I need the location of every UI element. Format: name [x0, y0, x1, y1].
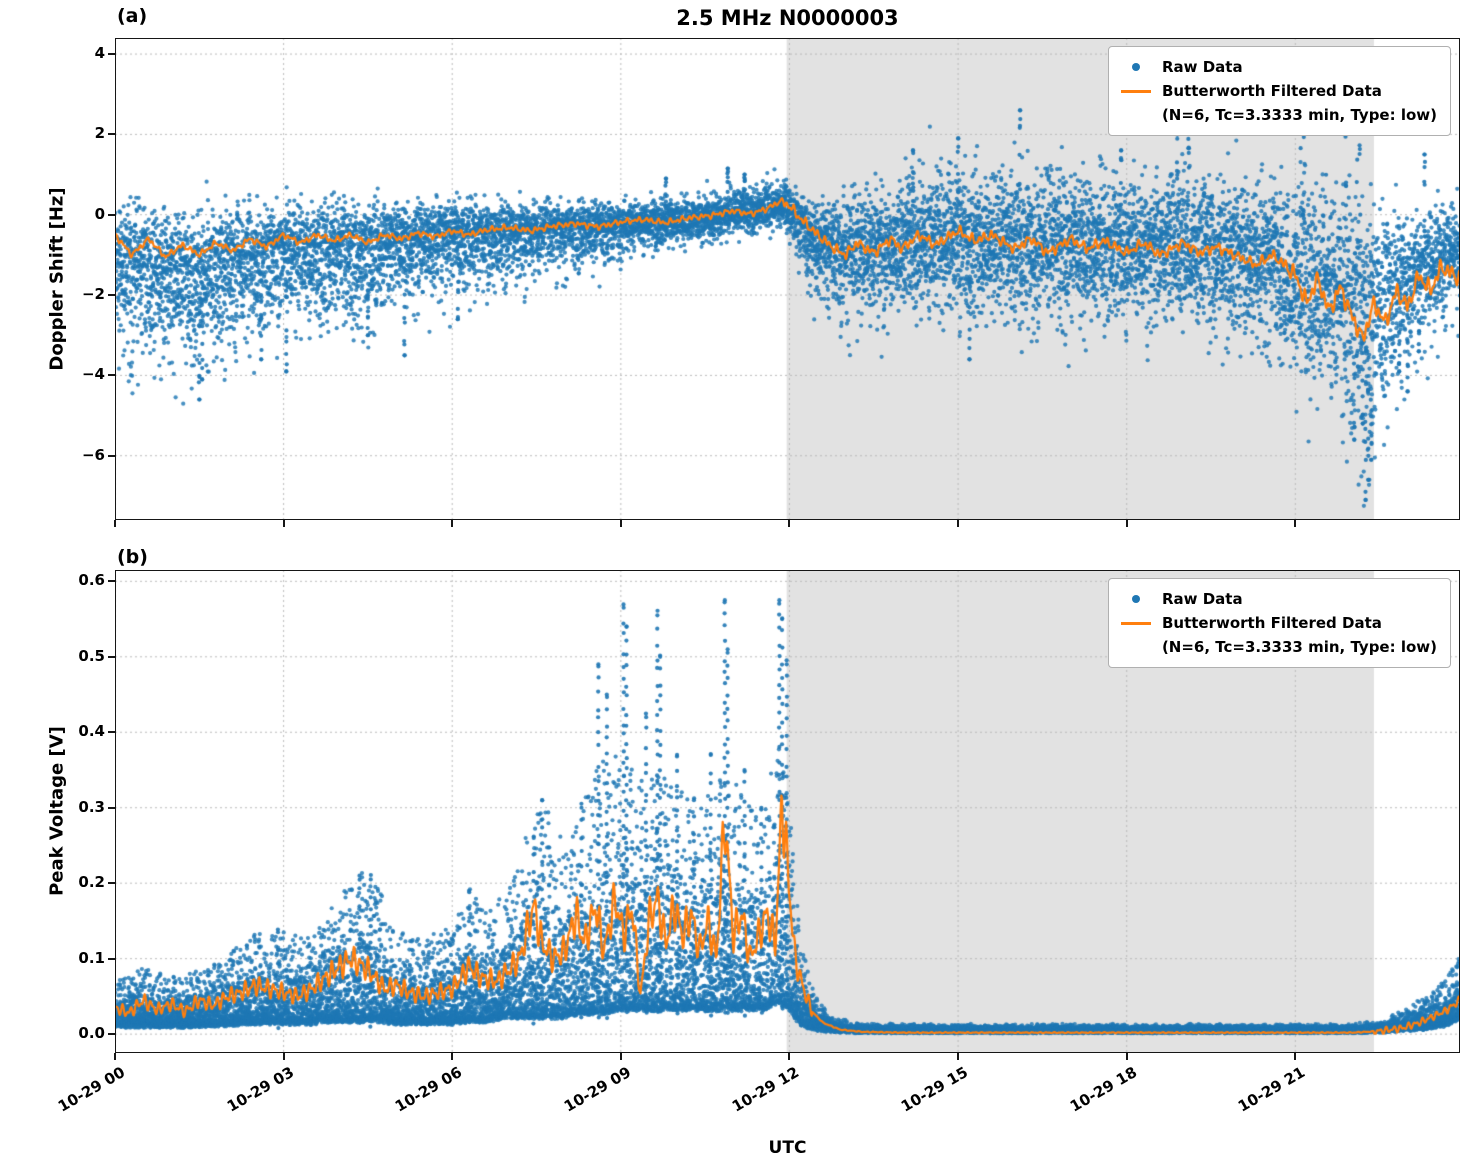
- line-swatch-icon: [1120, 621, 1151, 625]
- panel-b-label: (b): [117, 546, 148, 568]
- y-tick-label: −6: [81, 445, 105, 464]
- y-tick-label: 0.3: [78, 797, 105, 816]
- legend-filtered-label: Butterworth Filtered Data: [1161, 614, 1382, 632]
- y-tick-mark: [108, 580, 115, 583]
- x-tick-mark: [1125, 1053, 1128, 1060]
- y-tick-mark: [108, 882, 115, 885]
- x-tick-mark: [282, 520, 285, 527]
- legend-row-raw: Raw Data: [1120, 55, 1437, 79]
- x-tick-mark: [1294, 1053, 1297, 1060]
- x-tick-mark: [282, 1053, 285, 1060]
- y-tick-label: −2: [81, 285, 105, 304]
- panel-b-legend: Raw Data Butterworth Filtered Data (N=6,…: [1107, 578, 1451, 668]
- x-tick-mark: [1125, 520, 1128, 527]
- y-tick-mark: [108, 213, 115, 216]
- y-tick-mark: [108, 133, 115, 136]
- x-tick-label-text: 10-29 03: [223, 1063, 297, 1116]
- y-tick-label: 4: [94, 44, 105, 63]
- y-tick-label: 0.5: [78, 646, 105, 665]
- y-tick-mark: [108, 655, 115, 658]
- raw-data-marker: [1120, 595, 1152, 603]
- x-tick-label-text: 10-29 21: [1235, 1063, 1309, 1116]
- y-tick-mark: [108, 454, 115, 457]
- x-tick-label-text: 10-29 12: [729, 1063, 803, 1116]
- chart-title: 2.5 MHz N0000003: [676, 6, 899, 30]
- y-tick-label: 0: [94, 204, 105, 223]
- panel-b-plot-area: Raw Data Butterworth Filtered Data (N=6,…: [115, 570, 1460, 1053]
- y-tick-mark: [108, 806, 115, 809]
- x-tick-label-text: 10-29 09: [560, 1063, 634, 1116]
- x-tick-mark: [451, 1053, 454, 1060]
- scatter-dot-icon: [1131, 63, 1140, 71]
- x-tick-label-text: 10-29 00: [54, 1063, 128, 1116]
- filtered-line-marker: [1120, 621, 1152, 625]
- y-tick-label: 0.6: [78, 571, 105, 590]
- legend-raw-label: Raw Data: [1161, 590, 1243, 608]
- panel-a-plot-area: Raw Data Butterworth Filtered Data (N=6,…: [115, 38, 1460, 520]
- x-tick-mark: [1294, 520, 1297, 527]
- x-tick-mark: [957, 1053, 960, 1060]
- x-tick-mark: [957, 520, 960, 527]
- legend-row-filtered: Butterworth Filtered Data: [1120, 79, 1437, 103]
- y-tick-label: −4: [81, 365, 105, 384]
- line-swatch-icon: [1120, 89, 1151, 93]
- y-tick-label: 0.4: [78, 722, 105, 741]
- filtered-line-marker: [1120, 89, 1152, 93]
- x-tick-mark: [114, 1053, 116, 1060]
- panel-a-label: (a): [117, 5, 148, 27]
- x-axis-label: UTC: [768, 1138, 807, 1158]
- x-tick-mark: [788, 1053, 791, 1060]
- x-tick-mark: [619, 520, 622, 527]
- y-tick-mark: [108, 1033, 115, 1036]
- y-tick-mark: [108, 53, 115, 56]
- x-tick-mark: [114, 520, 116, 527]
- legend-row-raw: Raw Data: [1120, 587, 1437, 611]
- scatter-dot-icon: [1131, 595, 1140, 603]
- y-tick-label: 0.1: [78, 948, 105, 967]
- y-tick-label: 2: [94, 124, 105, 143]
- y-tick-mark: [108, 731, 115, 734]
- x-tick-mark: [451, 520, 454, 527]
- y-tick-mark: [108, 957, 115, 960]
- y-tick-label: 0.0: [78, 1024, 105, 1043]
- legend-row-filtered: Butterworth Filtered Data: [1120, 611, 1437, 635]
- panel-a-legend: Raw Data Butterworth Filtered Data (N=6,…: [1107, 46, 1451, 136]
- x-tick-mark: [619, 1053, 622, 1060]
- x-tick-label-text: 10-29 18: [1066, 1063, 1140, 1116]
- legend-filtered-params: (N=6, Tc=3.3333 min, Type: low): [1161, 106, 1437, 124]
- legend-row-filtered-params: (N=6, Tc=3.3333 min, Type: low): [1162, 103, 1437, 127]
- legend-row-filtered-params: (N=6, Tc=3.3333 min, Type: low): [1162, 635, 1437, 659]
- x-tick-mark: [788, 520, 791, 527]
- y-tick-mark: [108, 374, 115, 377]
- x-tick-label-text: 10-29 15: [897, 1063, 972, 1116]
- raw-data-marker: [1120, 63, 1152, 71]
- legend-raw-label: Raw Data: [1161, 58, 1243, 76]
- y-tick-mark: [108, 294, 115, 297]
- legend-filtered-params: (N=6, Tc=3.3333 min, Type: low): [1161, 638, 1437, 656]
- y-tick-label: 0.2: [78, 873, 105, 892]
- legend-filtered-label: Butterworth Filtered Data: [1161, 82, 1382, 100]
- x-tick-label-text: 10-29 06: [392, 1063, 466, 1116]
